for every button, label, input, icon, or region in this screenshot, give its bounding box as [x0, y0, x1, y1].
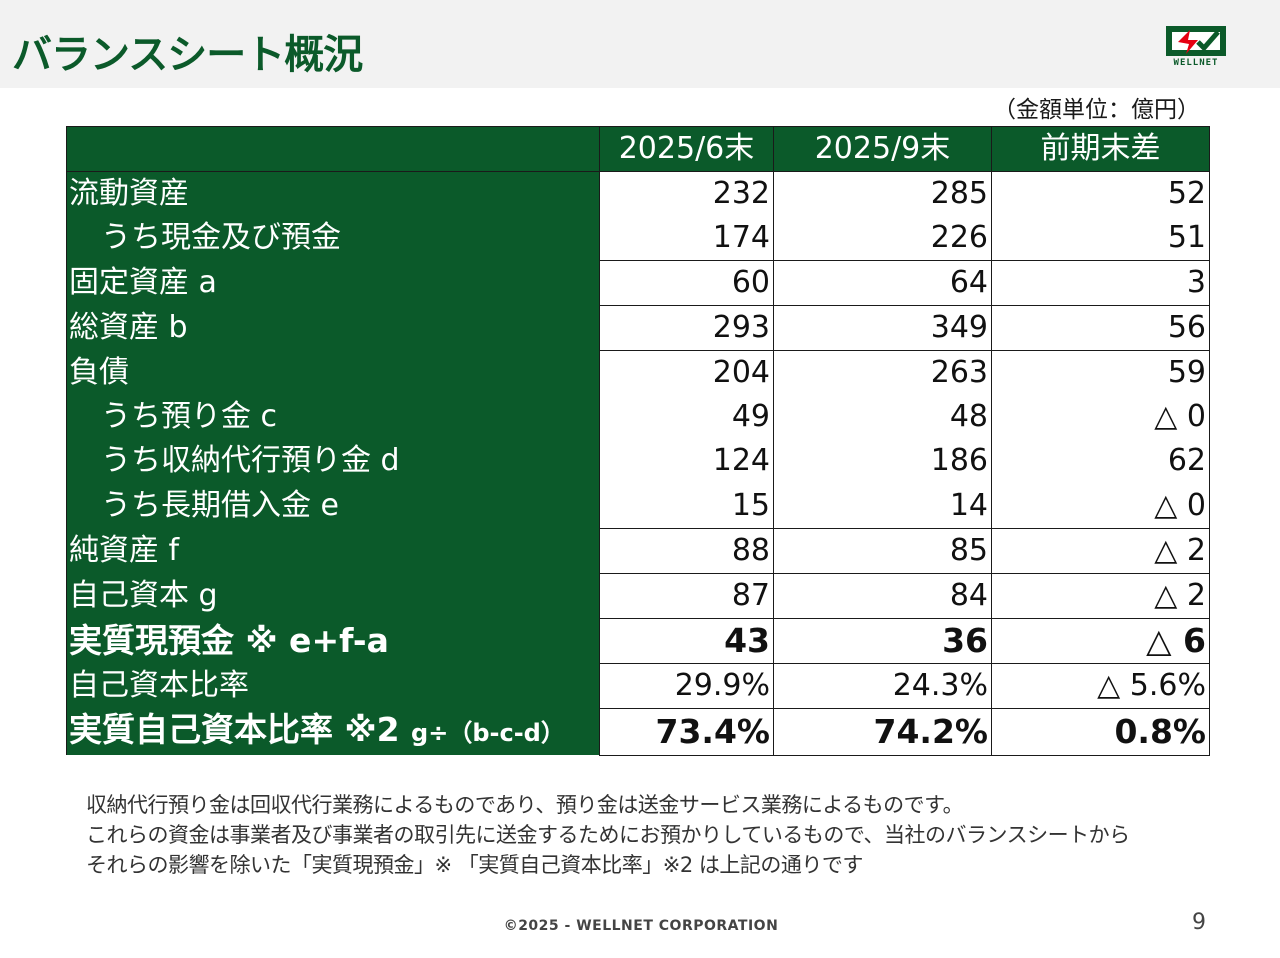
cell-value: 43: [599, 617, 774, 664]
footer: ©2025 - WELLNET CORPORATION: [0, 918, 1280, 934]
cell-value: 232: [599, 171, 774, 216]
cell-value: △ 0: [991, 395, 1210, 440]
table-row: 流動資産 232 285 52: [66, 171, 1210, 216]
row-label-main: 実質自己資本比率 ※2: [69, 710, 400, 750]
cell-value: 52: [991, 171, 1210, 216]
cell-value: 285: [773, 171, 992, 216]
table-header-row: 2025/6末 2025/9末 前期末差: [66, 126, 1210, 172]
note-line: これらの資金は事業者及び事業者の取引先に送金するためにお預かりしているもので、当…: [86, 823, 1130, 847]
cell-value: 49: [599, 395, 774, 440]
logo-text: WELLNET: [1173, 58, 1219, 68]
row-label: うち預り金 c: [66, 395, 600, 440]
wellnet-logo: WELLNET: [1164, 20, 1228, 70]
cell-value: 84: [773, 572, 992, 619]
table-row: 固定資産 a 60 64 3: [66, 260, 1210, 306]
cell-value: 0.8%: [991, 707, 1210, 756]
notes: 収納代行預り金は回収代行業務によるものであり、預り金は送金サービス業務によるもの…: [86, 790, 1236, 880]
cell-value: 186: [773, 439, 992, 484]
row-label: 固定資産 a: [66, 260, 600, 306]
cell-value: 59: [991, 350, 1210, 395]
unit-note: （金額単位：億円）: [993, 97, 1200, 123]
cell-value: 48: [773, 395, 992, 440]
cell-value: 15: [599, 483, 774, 529]
row-label: 流動資産: [66, 171, 600, 216]
cell-value: 60: [599, 260, 774, 306]
row-label: うち収納代行預り金 d: [66, 439, 600, 484]
cell-value: 263: [773, 350, 992, 395]
cell-value: 24.3%: [773, 662, 992, 709]
header-cell-diff: 前期末差: [991, 126, 1210, 172]
table-row: 実質現預金 ※ e+f-a 43 36 △ 6: [66, 617, 1210, 664]
footer-copyright: ©2025 - WELLNET CORPORATION: [503, 918, 779, 934]
cell-value: 56: [991, 305, 1210, 351]
wellnet-logo-icon: [1166, 26, 1226, 56]
note-line: 収納代行預り金は回収代行業務によるものであり、預り金は送金サービス業務によるもの…: [86, 793, 964, 817]
table-row: 純資産 f 88 85 △ 2: [66, 527, 1210, 574]
cell-value: 74.2%: [773, 707, 992, 756]
table-row: うち収納代行預り金 d 124 186 62: [66, 439, 1210, 484]
row-label: 純資産 f: [66, 528, 600, 574]
header-cell-2025-09: 2025/9末: [773, 126, 992, 172]
cell-value: 87: [599, 572, 774, 619]
cell-value: 73.4%: [599, 707, 774, 756]
cell-value: 29.9%: [599, 662, 774, 709]
table-row: 実質自己資本比率 ※2 g÷（b-c-d） 73.4% 74.2% 0.8%: [66, 707, 1210, 756]
page-title: バランスシート概況: [12, 32, 363, 78]
cell-value: 174: [599, 216, 774, 261]
page-number: 9: [1192, 910, 1206, 935]
cell-value: 14: [773, 483, 992, 529]
row-label: うち現金及び預金: [66, 216, 600, 261]
row-label: 実質現預金 ※ e+f-a: [66, 618, 600, 664]
cell-value: △ 0: [991, 483, 1210, 529]
row-label: うち長期借入金 e: [66, 483, 600, 529]
cell-value: 88: [599, 527, 774, 574]
cell-value: △ 5.6%: [991, 662, 1210, 709]
cell-value: 36: [773, 617, 992, 664]
cell-value: △ 6: [991, 617, 1210, 664]
cell-value: △ 2: [991, 527, 1210, 574]
header-band: [0, 0, 1280, 88]
row-label: 負債: [66, 350, 600, 395]
row-label: 自己資本 g: [66, 573, 600, 619]
table-row: 総資産 b 293 349 56: [66, 305, 1210, 351]
cell-value: 85: [773, 527, 992, 574]
cell-value: 62: [991, 439, 1210, 484]
note-line: それらの影響を除いた「実質現預金」※ 「実質自己資本比率」※2 は上記の通りです: [86, 853, 863, 877]
row-label: 実質自己資本比率 ※2 g÷（b-c-d）: [66, 708, 600, 756]
header-cell-label: [66, 126, 600, 172]
table-row: 負債 204 263 59: [66, 350, 1210, 395]
table-row: うち預り金 c 49 48 △ 0: [66, 395, 1210, 440]
table-row: うち現金及び預金 174 226 51: [66, 216, 1210, 261]
cell-value: 349: [773, 305, 992, 351]
cell-value: 204: [599, 350, 774, 395]
cell-value: 64: [773, 260, 992, 306]
header-cell-2025-06: 2025/6末: [599, 126, 774, 172]
row-label: 総資産 b: [66, 305, 600, 351]
cell-value: △ 2: [991, 572, 1210, 619]
table-row: 自己資本比率 29.9% 24.3% △ 5.6%: [66, 662, 1210, 709]
cell-value: 51: [991, 216, 1210, 261]
table-row: 自己資本 g 87 84 △ 2: [66, 572, 1210, 619]
cell-value: 3: [991, 260, 1210, 306]
row-label: 自己資本比率: [66, 663, 600, 709]
balance-sheet-table: 2025/6末 2025/9末 前期末差 流動資産 232 285 52 うち現…: [66, 126, 1210, 756]
row-label-suffix: g÷（b-c-d）: [411, 719, 565, 748]
cell-value: 293: [599, 305, 774, 351]
cell-value: 226: [773, 216, 992, 261]
cell-value: 124: [599, 439, 774, 484]
table-row: うち長期借入金 e 15 14 △ 0: [66, 483, 1210, 529]
